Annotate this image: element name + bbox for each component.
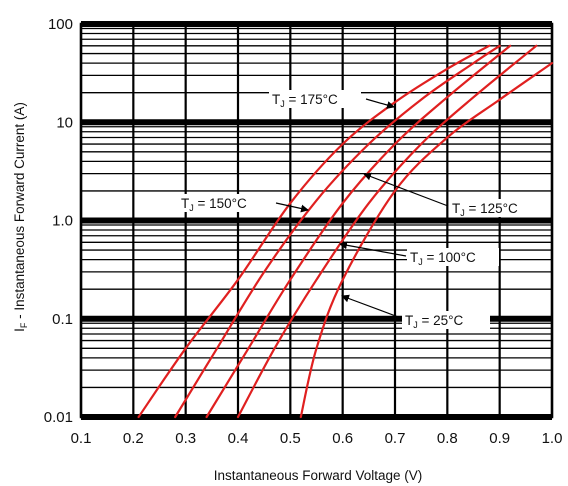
- x-tick-label: 0.3: [175, 430, 196, 447]
- annotation-label-rest: = 175°C: [285, 92, 338, 107]
- y-tick-label: 1.0: [52, 213, 73, 230]
- curve-annotations: TJ = 175°CTJ = 150°C TJ = 125°CTJ = 100°C…: [178, 90, 543, 330]
- annotation-label-2: TJ = 125°C: [452, 201, 518, 218]
- y-tick-label: 0.1: [52, 311, 73, 328]
- x-tick-label: 0.5: [280, 430, 301, 447]
- annotation-label-subscript: J: [189, 203, 194, 213]
- annotation-label-subscript: J: [418, 257, 423, 267]
- x-tick-label: 0.1: [71, 430, 92, 447]
- series-curve-1: [174, 44, 501, 419]
- y-tick-label: 10: [56, 114, 73, 131]
- series-curves: [137, 44, 554, 419]
- annotation-label-main: T: [272, 92, 280, 107]
- y-axis-title: IF - Instantaneous Forward Current (A): [12, 102, 29, 332]
- series-curve-4: [299, 62, 554, 419]
- annotation-arrow-0: [365, 98, 395, 109]
- x-axis-title: Instantaneous Forward Voltage (V): [214, 468, 423, 483]
- annotation-label-rest: = 25°C: [418, 313, 464, 328]
- annotation-arrow-3: [339, 241, 407, 257]
- annotation-label-subscript: J: [460, 208, 465, 218]
- annotation-label-3: TJ = 100°C: [410, 250, 476, 267]
- annotation-arrow-2: [363, 172, 449, 207]
- annotation-label-subscript: J: [280, 99, 285, 109]
- y-tick-label: 0.01: [44, 409, 73, 426]
- annotation-label-main: T: [405, 313, 413, 328]
- x-tick-label: 0.7: [385, 430, 406, 447]
- annotation-label-main: T: [181, 196, 189, 211]
- annotation-background-4: [402, 311, 490, 329]
- annotation-label-rest: = 150°C: [194, 196, 247, 211]
- annotation-arrow-1: [275, 202, 309, 213]
- plot-border: [79, 22, 554, 419]
- x-tick-label: 1.0: [542, 430, 563, 447]
- annotation-label-subscript: J: [413, 320, 418, 330]
- annotation-background-1: [178, 194, 270, 212]
- annotation-background-0: [269, 90, 361, 108]
- x-tick-label: 0.2: [123, 430, 144, 447]
- y-axis-title-subscript: F: [19, 322, 29, 328]
- x-tick-label: 0.9: [489, 430, 510, 447]
- annotation-label-main: T: [452, 201, 460, 216]
- y-axis-title-main: I: [12, 328, 27, 332]
- x-tick-label: 0.4: [228, 430, 249, 447]
- grid: [79, 21, 554, 420]
- series-curve-0: [137, 44, 491, 419]
- series-curve-3: [236, 44, 538, 419]
- x-tick-label: 0.6: [332, 430, 353, 447]
- y-axis-title-rest: - Instantaneous Forward Current (A): [12, 102, 27, 323]
- annotation-background-3: [407, 248, 499, 266]
- annotation-label-1: TJ = 150°C: [181, 196, 247, 213]
- annotation-label-rest: = 125°C: [465, 201, 518, 216]
- y-tick-label: 100: [48, 16, 73, 33]
- tick-labels: 0.1 0.2 0.3 0.4 0.5 0.6 0.7 0.8 0.9 1.0 0.01 0.1 1.0…: [44, 16, 563, 447]
- x-tick-label: 0.8: [437, 430, 458, 447]
- series-curve-2: [205, 44, 512, 419]
- annotation-label-rest: = 100°C: [423, 250, 476, 265]
- annotation-background-2: [449, 199, 543, 217]
- annotation-label-4: TJ = 25°C: [405, 313, 464, 330]
- annotation-label-0: TJ = 175°C: [272, 92, 338, 109]
- annotation-arrow-4: [341, 294, 402, 319]
- annotation-label-main: T: [410, 250, 418, 265]
